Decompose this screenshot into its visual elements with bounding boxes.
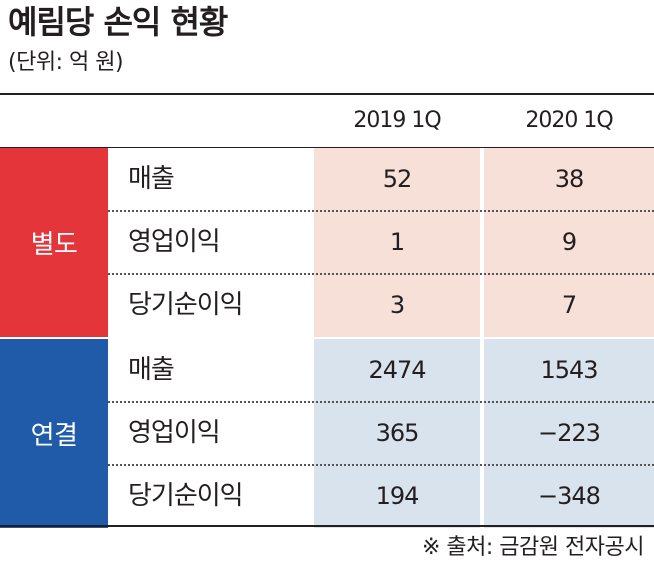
value-column-bg xyxy=(484,148,654,337)
table-cell-value: 3 xyxy=(389,291,405,319)
group-label-0: 별도 xyxy=(0,148,108,337)
value-column-bg xyxy=(314,339,480,528)
value-column-bg xyxy=(314,148,480,337)
table-cell-value: 52 xyxy=(382,165,413,193)
table-cell-value: −223 xyxy=(538,419,601,447)
column-header-2020-1q: 2020 1Q xyxy=(525,108,613,133)
table-cell-value: 2474 xyxy=(368,356,426,384)
table-cell-value: 7 xyxy=(561,291,577,319)
table-cell-value: −348 xyxy=(538,482,601,510)
table-cell-value: 365 xyxy=(375,419,420,447)
table-cell-value: 194 xyxy=(375,482,420,510)
chart-title: 예림당 손익 현황 xyxy=(8,3,228,41)
table-cell-value: 9 xyxy=(561,228,577,256)
row-label: 영업이익 xyxy=(128,418,221,448)
table-cell-value: 1 xyxy=(389,228,405,256)
group-label-1: 연결 xyxy=(0,339,108,528)
column-header-2019-1q: 2019 1Q xyxy=(353,108,441,133)
row-label: 매출 xyxy=(128,355,175,385)
top-rule xyxy=(0,93,654,95)
value-column-bg xyxy=(484,339,654,528)
source-note: ※ 출처: 금감원 전자공시 xyxy=(422,535,645,560)
row-divider xyxy=(108,464,654,466)
row-divider xyxy=(108,273,654,275)
unit-note: (단위: 억 원) xyxy=(8,50,124,75)
header-rule xyxy=(0,147,654,148)
row-divider xyxy=(108,401,654,403)
row-divider xyxy=(108,210,654,212)
table-cell-value: 1543 xyxy=(540,356,598,384)
row-label: 매출 xyxy=(128,164,175,194)
row-label: 영업이익 xyxy=(128,227,221,257)
bottom-rule xyxy=(0,525,654,527)
row-label: 당기순이익 xyxy=(128,290,244,320)
row-label: 당기순이익 xyxy=(128,481,244,511)
table-cell-value: 38 xyxy=(554,165,585,193)
group-separator xyxy=(0,337,654,339)
